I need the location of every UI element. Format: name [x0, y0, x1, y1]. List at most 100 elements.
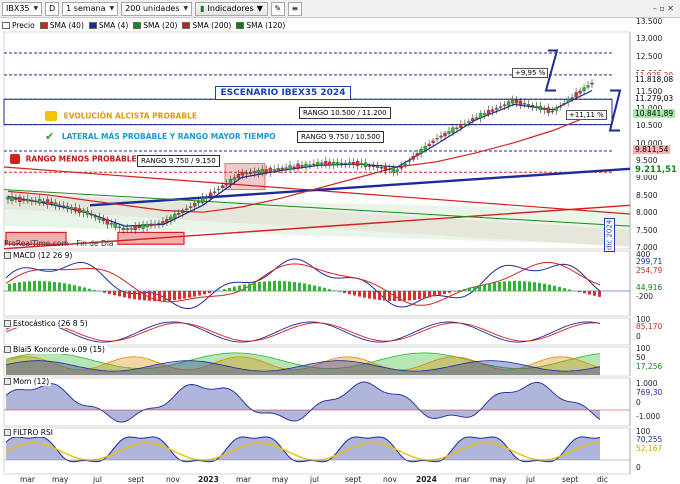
options-icon[interactable]: ≡: [287, 1, 302, 16]
candle-body: [244, 172, 249, 175]
macd-histogram-bar: [63, 283, 66, 291]
candle-body: [316, 162, 320, 166]
macd-histogram-bar: [338, 291, 341, 292]
legend-label: SMA (4): [98, 21, 129, 30]
candle-body: [109, 223, 113, 225]
price-axis-tick: 11.000: [636, 104, 662, 113]
candle-body: [312, 163, 316, 166]
legend-item[interactable]: SMA (120): [236, 21, 285, 30]
candle-body: [443, 132, 447, 137]
candle-body: [546, 107, 550, 113]
period-icon[interactable]: D: [45, 1, 60, 16]
rsi-axis-bottom: 0: [636, 463, 641, 472]
blai5-label: Blai5 Koncorde v.09 (15): [4, 345, 107, 354]
symbol-selector[interactable]: IBX35 ▼: [2, 1, 43, 16]
macd-histogram-bar: [88, 288, 91, 291]
timeframe-selector[interactable]: 1 semana ▼: [62, 1, 119, 16]
panel-frame: [3, 427, 631, 475]
macd-histogram-bar: [23, 281, 26, 291]
legend-item[interactable]: Precio: [2, 21, 35, 30]
draw-tool-icon[interactable]: ✎: [270, 1, 285, 16]
legend-item[interactable]: SMA (200): [182, 21, 231, 30]
macd-histogram-bar: [203, 291, 206, 295]
candle-body: [324, 161, 328, 166]
mom-axis-top: 1.000: [636, 379, 658, 388]
settings-icon[interactable]: [4, 346, 11, 353]
settings-icon[interactable]: [4, 429, 11, 436]
candle-body: [570, 97, 574, 99]
units-selector[interactable]: 200 unidades ▼: [121, 1, 193, 16]
candle-body: [439, 135, 443, 138]
price-tag: 10.841,89: [633, 108, 676, 118]
candle-body: [403, 163, 407, 166]
indicators-button[interactable]: ▮ Indicadores ▼: [195, 1, 268, 16]
koncorde-green-fill: [6, 352, 600, 375]
candle-body: [383, 165, 388, 171]
stoch-label: Estocástico (26 8 5): [4, 319, 90, 328]
macd-histogram-bar: [53, 281, 56, 291]
candle-body: [220, 185, 225, 189]
candle-body: [578, 90, 582, 94]
macd-histogram-bar: [363, 291, 366, 298]
chevron-down-icon: ▼: [256, 4, 263, 13]
macd-histogram-bar: [438, 291, 441, 296]
settings-icon[interactable]: [4, 252, 11, 259]
macd-value-3: 44,916: [636, 283, 663, 292]
x-axis-tick: jul: [310, 475, 319, 484]
legend-item[interactable]: SMA (4): [88, 21, 129, 30]
chevron-down-icon: ▼: [33, 5, 39, 12]
candle-body: [355, 161, 360, 166]
candle-body: [252, 171, 256, 174]
candle-body: [73, 207, 78, 212]
macd-histogram-bar: [503, 281, 506, 291]
symbol-label: IBX35: [6, 4, 30, 13]
macd-histogram-bar: [173, 291, 176, 301]
candle-body: [359, 163, 364, 166]
legend-label: Precio: [12, 21, 35, 30]
macd-histogram-bar: [533, 282, 536, 291]
candle-body: [54, 202, 58, 206]
candle-body: [554, 107, 558, 111]
x-axis-tick: 2024: [416, 475, 437, 484]
macd-histogram-bar: [408, 291, 411, 301]
price-axis-tick: 10.500: [636, 121, 663, 131]
candle-body: [562, 103, 566, 105]
macd-histogram-bar: [283, 281, 286, 291]
legend-item[interactable]: SMA (20): [133, 21, 177, 30]
mom-label: Mom (12): [4, 377, 52, 386]
macd-histogram-bar: [233, 286, 236, 291]
candle-body: [288, 165, 292, 170]
toolbar: IBX35 ▼ D 1 semana ▼ 200 unidades ▼ ▮ In…: [0, 0, 680, 18]
candle-body: [399, 166, 403, 169]
mom-axis-zero: 0: [636, 398, 641, 407]
stoch-axis-top: 100: [636, 315, 651, 324]
x-axis-tick: 2023: [198, 475, 219, 484]
rsi-filter-line: [5, 442, 600, 461]
dic-label: dic 2024: [604, 218, 615, 252]
x-axis-tick: sept: [562, 475, 579, 484]
candle-body: [447, 131, 451, 134]
candle-body: [320, 162, 324, 165]
macd-histogram-bar: [378, 291, 381, 301]
legend: Precio SMA (40) SMA (4) SMA (20) SMA (200) SM…: [2, 20, 285, 31]
candle-body: [415, 153, 419, 156]
macd-histogram-bar: [58, 282, 61, 291]
candle-body: [506, 101, 511, 106]
candle-body: [177, 213, 181, 215]
check-icon: ✔: [45, 130, 55, 143]
macd-histogram-bar: [43, 281, 46, 291]
x-axis-tick: jul: [526, 475, 535, 484]
macd-histogram-bar: [278, 281, 281, 291]
candle-body: [236, 174, 241, 179]
settings-icon[interactable]: [4, 378, 11, 385]
legend-item[interactable]: SMA (40): [39, 21, 84, 30]
macd-histogram-bar: [578, 291, 581, 293]
candle-body: [582, 87, 586, 92]
trend-line-blue: [89, 167, 631, 207]
candle-body: [387, 168, 392, 170]
macd-histogram-bar: [323, 287, 326, 291]
settings-icon[interactable]: [4, 320, 11, 327]
candle-body: [530, 105, 535, 107]
window-controls[interactable]: – ▫ ✕: [652, 4, 674, 13]
candle-body: [467, 121, 471, 123]
